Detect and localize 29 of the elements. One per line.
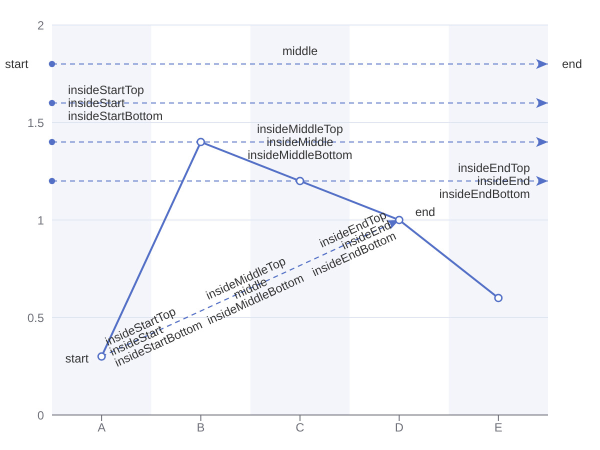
x-tick-label: D [394,420,404,435]
y-tick-label: 1 [37,213,44,228]
annotation: end [415,205,436,219]
y-tick-label: 0 [37,408,44,422]
annotation: insideStartTop [68,83,144,97]
annotation: insideMiddleTop [256,122,344,136]
annotation: insideMiddleBottom [248,148,352,162]
annotation: insideStartBottom [68,109,163,123]
point [296,176,304,186]
point [196,138,206,146]
annotation: insideEndBottom [439,187,530,201]
text: start [5,57,30,71]
y-tick-label: 0.5 [27,310,44,325]
point [97,352,106,361]
annotation: start [65,352,90,366]
point [394,216,404,224]
text: end [562,57,582,71]
x-tick-label: E [494,420,502,435]
point [494,294,503,302]
ref-line-label: insideStart [68,96,126,110]
ref-line-label: insideMiddle [266,135,334,149]
x-tick-label: C [296,420,305,435]
x-tick-label: A [98,420,106,435]
annotation: insideEndTop [458,161,530,175]
y-tick-label: 2 [37,18,44,32]
ref-line-label: middle [282,44,318,58]
ref-line-label: insideEnd [477,174,530,188]
x-tick-label: B [196,420,205,435]
y-tick-label: 1.5 [27,116,44,130]
